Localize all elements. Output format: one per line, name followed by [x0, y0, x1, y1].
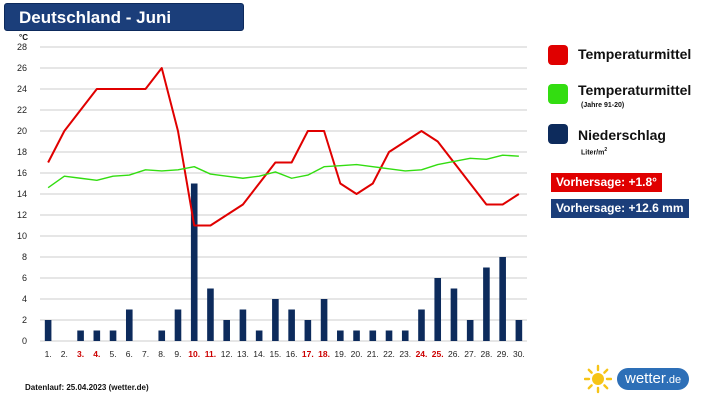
x-tick-label: 29. — [497, 349, 509, 359]
y-tick-label: 8 — [22, 252, 27, 262]
x-tick-label: 7. — [142, 349, 149, 359]
x-tick-label: 1. — [45, 349, 52, 359]
legend-label-normal-temperature: Temperaturmittel — [578, 82, 692, 98]
x-tick-label: 15. — [269, 349, 281, 359]
precip-bar — [109, 330, 117, 341]
legend-sub-normal-period: (Jahre 91-20) — [581, 102, 625, 109]
y-tick-label: 24 — [17, 84, 27, 94]
x-tick-label: 24. — [416, 349, 428, 359]
x-tick-label: 27. — [464, 349, 476, 359]
normal-temperature-line — [47, 154, 519, 189]
x-tick-label: 20. — [351, 349, 363, 359]
sun-icon — [584, 364, 612, 394]
y-tick-label: 12 — [17, 210, 27, 220]
precip-bar — [77, 330, 84, 341]
y-tick-label: 28 — [17, 42, 27, 52]
x-tick-label: 21. — [367, 349, 379, 359]
data-run-note: Datenlauf: 25.04.2023 (wetter.de) — [25, 383, 149, 392]
precip-bar — [353, 330, 360, 341]
y-tick-label: 22 — [17, 105, 27, 115]
x-tick-label: 17. — [302, 349, 314, 359]
x-tick-label: 19. — [334, 349, 346, 359]
brand-tld: .de — [665, 374, 682, 386]
precip-bar — [158, 330, 166, 341]
precip-bar — [207, 288, 214, 341]
y-tick-label: 20 — [17, 126, 27, 136]
y-tick-label: 6 — [22, 273, 27, 283]
temperature-line — [47, 67, 520, 227]
precip-bar — [466, 320, 474, 341]
y-tick-label: 10 — [17, 231, 27, 241]
brand-wordmark: wetter.de — [617, 368, 690, 390]
x-tick-label: 16. — [286, 349, 298, 359]
x-tick-label: 6. — [126, 349, 133, 359]
brand-logo: wetter.de — [584, 364, 700, 394]
x-tick-label: 2. — [61, 349, 68, 359]
precip-bar — [418, 309, 425, 341]
precip-unit-sup: 2 — [604, 147, 608, 153]
legend-swatch-normal-temperature — [548, 84, 568, 104]
precip-bar — [125, 309, 133, 341]
precip-bar — [369, 330, 377, 341]
x-tick-label: 13. — [237, 349, 249, 359]
x-tick-label: 25. — [432, 349, 444, 359]
temperature-forecast-badge: Vorhersage: +1.8° — [551, 173, 662, 192]
precip-bar — [385, 330, 393, 341]
precip-bar — [304, 320, 312, 341]
precip-bar — [483, 267, 490, 341]
legend-label-precipitation: Niederschlag — [578, 127, 666, 143]
precipitation-forecast-badge: Vorhersage: +12.6 mm — [551, 199, 689, 218]
precip-bar — [515, 320, 523, 341]
precip-bar — [44, 320, 52, 341]
chart-title: Deutschland - Juni — [4, 3, 244, 31]
precip-bar — [239, 309, 247, 341]
x-tick-label: 30. — [513, 349, 525, 359]
x-tick-label: 11. — [205, 349, 216, 359]
precip-bar — [255, 330, 263, 341]
y-tick-label: 18 — [17, 147, 27, 157]
legend-sub-precipitation-unit: Liter/m2 — [581, 147, 607, 156]
precip-bar — [499, 257, 506, 341]
x-tick-label: 9. — [174, 349, 181, 359]
x-tick-label: 8. — [158, 349, 165, 359]
precip-unit-base: Liter/m — [581, 149, 605, 157]
precip-bar — [434, 278, 442, 341]
precip-bar — [190, 183, 198, 341]
y-axis-label: °C — [19, 33, 28, 42]
x-tick-label: 12. — [221, 349, 233, 359]
x-tick-label: 4. — [93, 349, 100, 359]
legend-swatch-temperature — [548, 45, 568, 65]
x-tick-label: 3. — [77, 349, 84, 359]
x-tick-label: 18. — [318, 349, 330, 359]
x-tick-label: 10. — [188, 349, 200, 359]
x-tick-label: 23. — [399, 349, 411, 359]
precip-bar — [174, 309, 182, 341]
y-tick-label: 0 — [22, 336, 27, 346]
y-tick-label: 4 — [22, 294, 27, 304]
precip-bar — [337, 330, 344, 341]
y-tick-label: 16 — [17, 168, 27, 178]
x-tick-label: 5. — [110, 349, 117, 359]
precip-bar — [401, 330, 409, 341]
legend-swatch-precipitation — [548, 124, 568, 144]
x-tick-label: 28. — [481, 349, 493, 359]
x-tick-label: 14. — [253, 349, 265, 359]
precip-bar — [450, 288, 458, 341]
x-tick-label: 26. — [448, 349, 460, 359]
precip-bar — [272, 299, 279, 341]
precip-bar — [320, 299, 328, 341]
y-tick-label: 26 — [17, 63, 27, 73]
legend-label-temperature: Temperaturmittel — [578, 46, 692, 62]
precip-bar — [223, 320, 230, 341]
y-tick-label: 14 — [17, 189, 27, 199]
brand-name: wetter — [625, 370, 666, 387]
precip-bar — [93, 330, 101, 341]
x-tick-label: 22. — [383, 349, 395, 359]
precip-bar — [288, 309, 295, 341]
y-tick-label: 2 — [22, 315, 27, 325]
